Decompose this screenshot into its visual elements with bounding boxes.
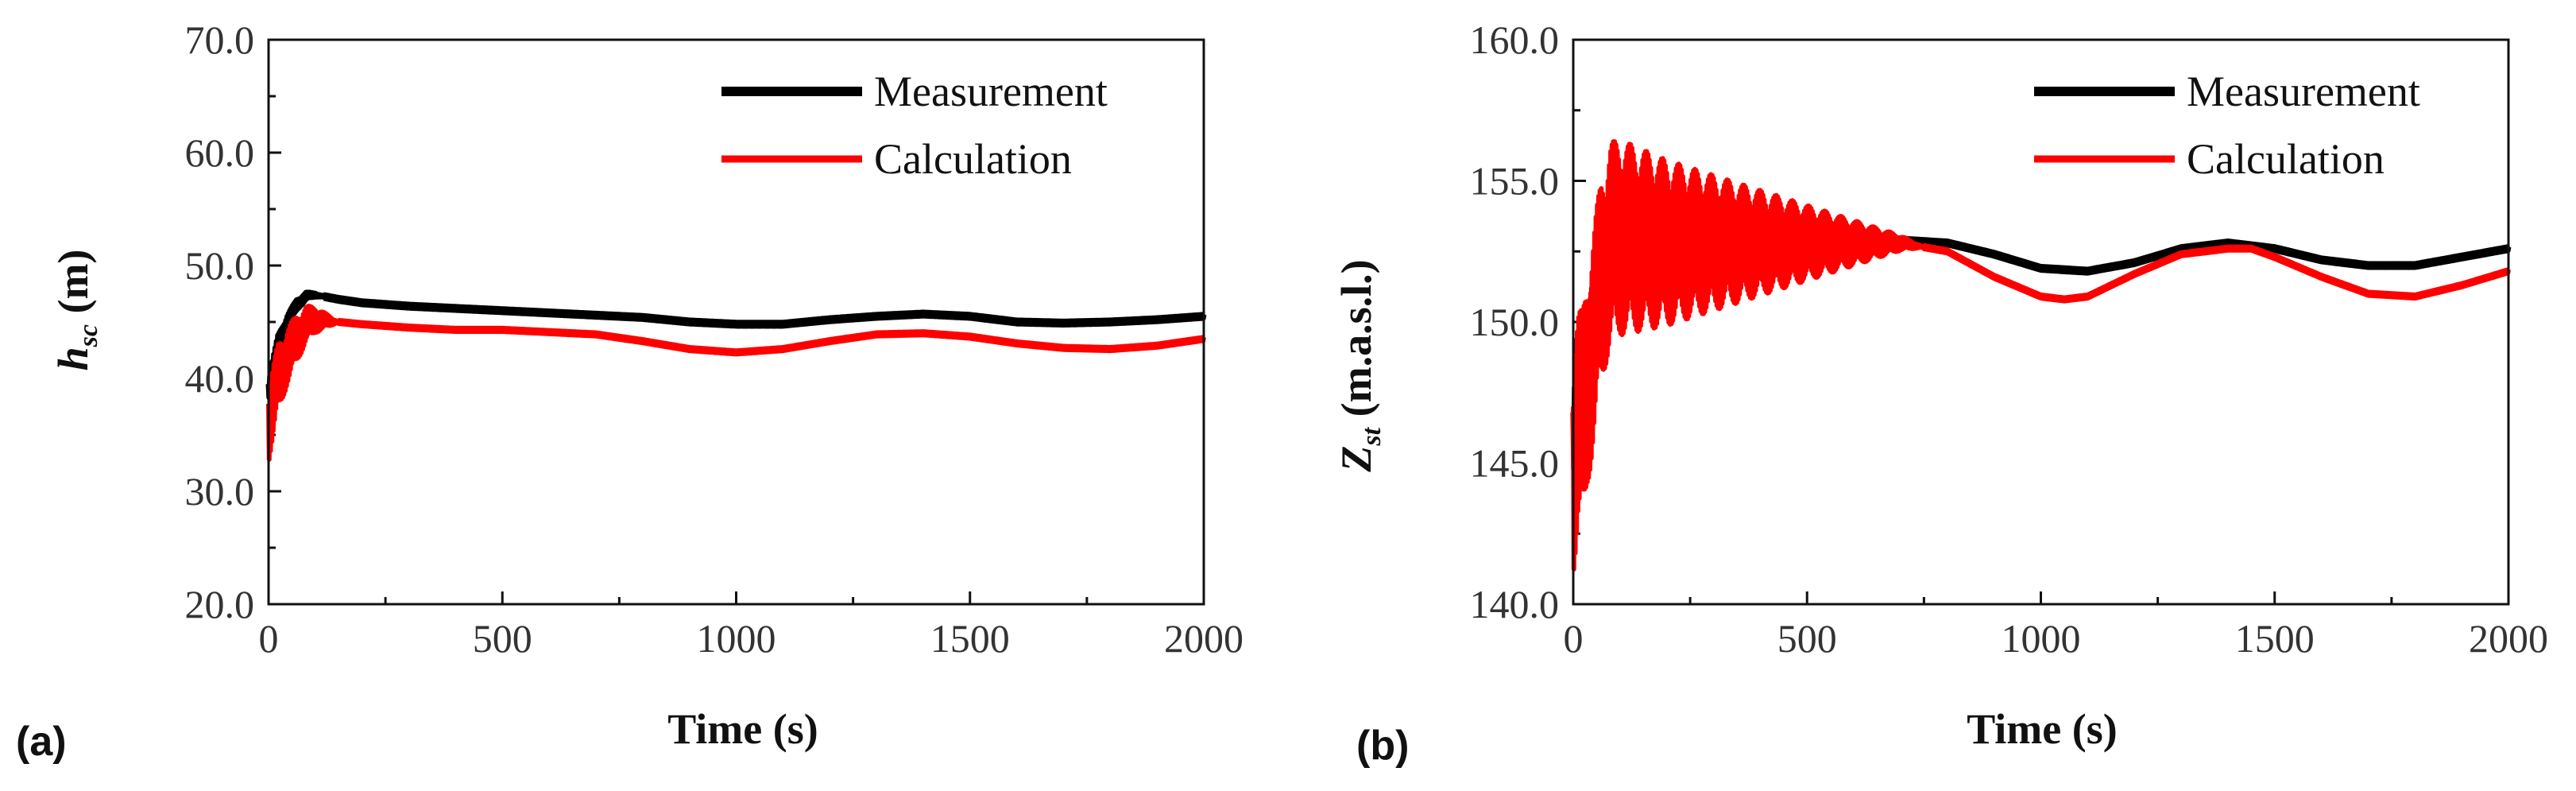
plot-frame-b [1572,38,2510,606]
panel-label-a: (a) [16,719,67,765]
y-axis-title-b-main: Z [1332,446,1380,473]
x-tick-label-a: 0 [259,616,279,661]
x-tick-label-a: 1000 [697,616,776,661]
series-line-calculation-b [1571,139,2511,572]
y-tick-label-b: 145.0 [1470,441,1560,486]
y-tick-label-b: 150.0 [1470,300,1560,344]
x-tick-label-b: 1000 [2002,616,2081,661]
x-tick-label-b: 500 [1777,616,1837,661]
plot-area-a: 0 500 1000 1500 2000 20.0 30.0 40.0 50.0 60.0 70.0 [185,17,1244,661]
y-tick-label-b: 140.0 [1470,582,1560,626]
y-tick-label-a: 20.0 [185,582,255,626]
y-axis-title-a-unit: (m) [49,250,97,324]
legend-a: Measurement Calculation [721,68,1108,183]
x-tick-label-b: 1500 [2235,616,2315,661]
x-tick-label-b: 0 [1564,616,1584,661]
y-tick-label-b: 155.0 [1470,159,1560,204]
x-tick-label-b: 2000 [2469,616,2548,661]
x-tick-label-a: 2000 [1164,616,1244,661]
y-axis-title-b-sub: st [1357,426,1387,446]
x-tick-label-a: 500 [473,616,532,661]
series-line-measurement-a [265,289,1207,401]
y-axis-title-a-sub: sc [74,324,103,347]
y-tick-label-b: 160.0 [1470,17,1560,62]
y-axis-title-a-main: h [49,347,97,370]
y-tick-label-a: 40.0 [185,356,255,401]
legend-b: Measurement Calculation [2034,68,2420,183]
panel-label-b: (b) [1356,723,1409,769]
legend-label-calculation-a: Calculation [874,135,1072,183]
x-axis-title-a: Time (s) [667,705,818,753]
plot-frame-a [267,38,1205,606]
legend-label-measurement-a: Measurement [874,68,1108,115]
y-tick-label-a: 60.0 [185,130,255,175]
legend-label-measurement-b: Measurement [2187,68,2420,115]
chart-panel-a: (a) Time (s) hsc (m) 0 500 1000 1500 2000 20.… [16,17,1244,765]
y-tick-label-a: 50.0 [185,243,255,288]
plot-area-b: 0 500 1000 1500 2000 140.0 145.0 150.0 155.0 160.… [1470,17,2549,661]
series-line-calculation-a [266,304,1206,462]
legend-label-calculation-b: Calculation [2187,135,2385,183]
y-axis-title-b-unit: (m.a.s.l.) [1332,259,1380,427]
x-axis-title-b: Time (s) [1967,705,2117,753]
y-tick-label-a: 70.0 [185,17,255,62]
y-axis-title-a: hsc (m) [49,250,103,371]
x-tick-label-a: 1500 [930,616,1010,661]
y-axis-title-b: Zst (m.a.s.l.) [1332,259,1387,472]
chart-panel-b: (b) Time (s) Zst (m.a.s.l.) 0 500 1000 1500… [1332,17,2548,769]
y-tick-label-a: 30.0 [185,469,255,514]
